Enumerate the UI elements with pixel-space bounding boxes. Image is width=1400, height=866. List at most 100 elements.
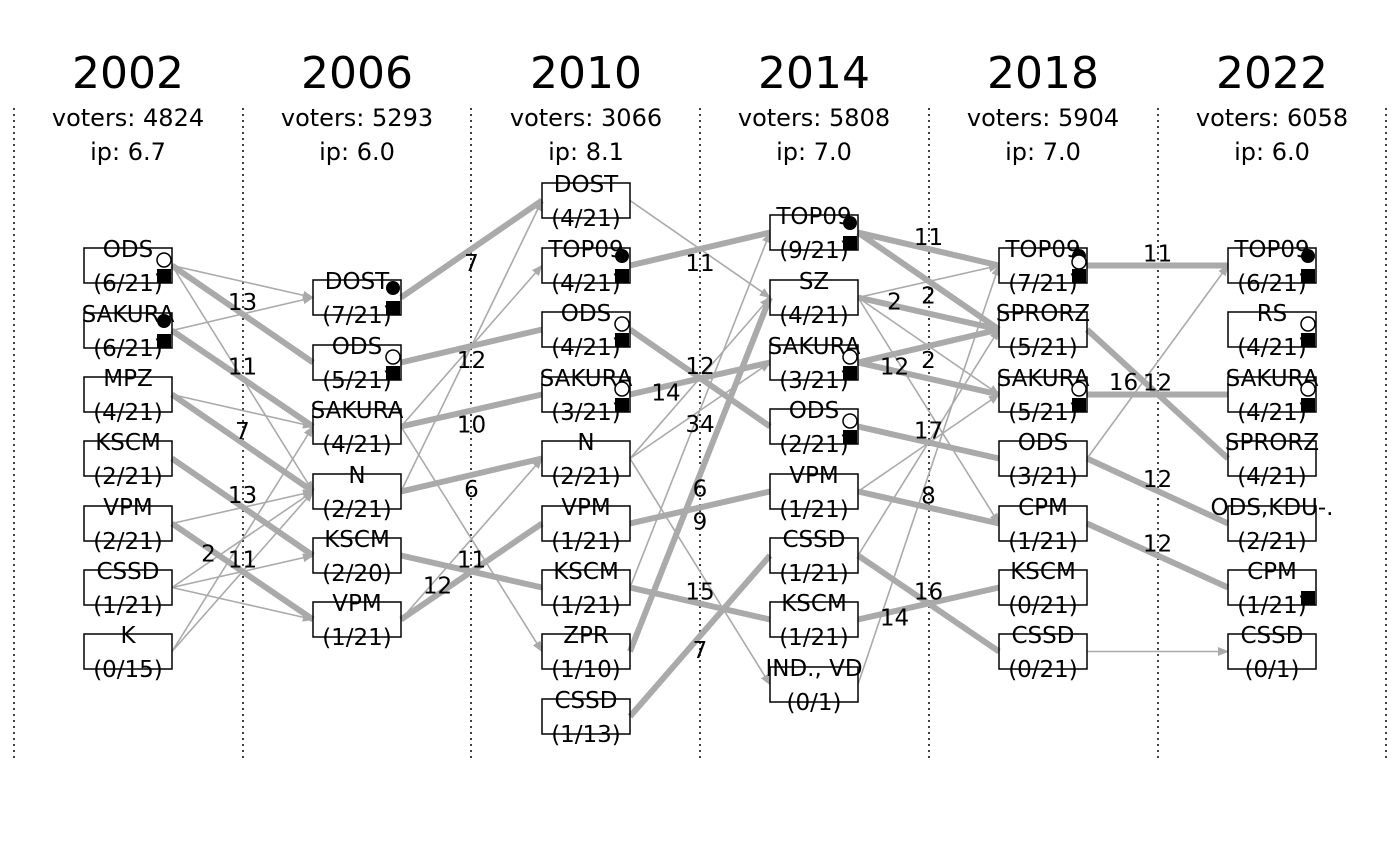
party-name: SPRORZ	[1225, 430, 1319, 456]
party-box	[541, 633, 631, 670]
party-box	[83, 247, 173, 284]
edge-weight-label: 12	[457, 348, 486, 374]
party-seats: (1/21)	[551, 529, 621, 555]
flow-edge-minor	[171, 489, 315, 525]
filled-square-icon	[843, 366, 857, 380]
party-name: TOP09	[547, 237, 623, 263]
party-name: SAKURA	[311, 398, 404, 424]
flow-edge-major	[1085, 520, 1230, 591]
edge-weight-label: 8	[921, 484, 936, 510]
filled-square-icon	[1301, 269, 1315, 283]
ip-label: ip: 8.1	[548, 138, 624, 166]
flow-edge-minor	[629, 361, 771, 460]
party-node: ZPR (1/10)	[541, 623, 631, 683]
ip-label: ip: 6.0	[319, 138, 395, 166]
party-seats: (0/21)	[1008, 593, 1078, 619]
party-box	[769, 473, 859, 510]
party-box	[83, 505, 173, 542]
filled-square-icon	[615, 333, 629, 347]
party-node: K (0/15)	[83, 623, 173, 683]
flow-edge-minor	[1086, 264, 1229, 459]
party-node: CPM (1/21)	[1227, 559, 1317, 619]
flow-edge-major	[1084, 327, 1231, 461]
party-name: SPRORZ	[996, 301, 1090, 327]
flow-edge-minor	[171, 295, 315, 332]
party-name: KSCM	[324, 527, 390, 553]
party-box	[769, 666, 859, 703]
party-box	[541, 311, 631, 348]
voters-label: voters: 5293	[281, 104, 433, 132]
voters-label: voters: 5808	[738, 104, 890, 132]
party-box	[998, 633, 1088, 670]
party-name: N	[348, 463, 365, 489]
party-node: N (2/21)	[541, 430, 631, 490]
party-name: ODS	[103, 237, 153, 263]
party-box	[541, 182, 631, 219]
party-name: KSCM	[781, 591, 847, 617]
edge-weight-label: 12	[685, 354, 714, 380]
flow-edge-minor	[171, 586, 315, 622]
party-name: KSCM	[553, 559, 619, 585]
party-node: SAKURA(6/21)	[82, 302, 175, 362]
flow-edge-major	[857, 229, 1000, 269]
party-seats: (6/21)	[93, 271, 163, 297]
party-box	[998, 440, 1088, 477]
flow-edge-minor	[857, 328, 1000, 556]
party-seats: (4/21)	[322, 432, 392, 458]
flow-edge-major	[399, 198, 544, 300]
party-box	[312, 601, 402, 638]
party-seats: (4/21)	[1237, 335, 1307, 361]
party-node: DOST (4/21)	[541, 172, 631, 232]
edge-weight-label: 12	[880, 355, 909, 381]
year-label: 2022	[1216, 48, 1328, 99]
party-node: ODS (3/21)	[998, 430, 1088, 490]
flow-edge-minor	[171, 265, 314, 493]
voters-label: voters: 3066	[510, 104, 662, 132]
filled-square-icon	[1301, 591, 1315, 605]
party-box	[998, 376, 1088, 413]
flow-edge-major	[629, 488, 771, 527]
edge-weight-label: 12	[423, 574, 452, 600]
party-seats: (0/21)	[1008, 657, 1078, 683]
party-box	[312, 344, 402, 381]
column-separators	[13, 108, 1387, 762]
party-node: KSCM (1/21)	[541, 559, 631, 619]
flow-edge-minor	[171, 490, 314, 653]
party-seats: (1/21)	[779, 561, 849, 587]
party-box	[312, 473, 402, 510]
party-box	[1227, 440, 1317, 477]
party-node: IND., VD (0/1)	[765, 656, 862, 716]
party-node: KSCM (1/21)	[769, 591, 859, 651]
party-node: TOP09 (6/21)	[1227, 237, 1317, 297]
flow-edge-minor	[400, 457, 543, 621]
party-node: VPM (1/21)	[312, 591, 402, 651]
party-name: CSSD	[97, 559, 160, 585]
filled-square-icon	[386, 301, 400, 315]
party-seats: (5/21)	[1008, 335, 1078, 361]
party-box	[541, 247, 631, 284]
party-node: ODS (6/21)	[83, 237, 173, 297]
open-circle-icon	[1300, 381, 1316, 397]
party-node: CSSD (1/13)	[541, 688, 631, 748]
flow-edge-major	[399, 521, 544, 622]
party-seats: (2/21)	[551, 464, 621, 490]
filled-square-icon	[1301, 333, 1315, 347]
party-box	[1227, 633, 1317, 670]
party-seats: (2/21)	[779, 432, 849, 458]
edge-weight-label: 11	[457, 548, 486, 574]
party-seats: (1/21)	[1008, 529, 1078, 555]
edge-weight-label: 12	[1143, 371, 1172, 397]
party-name: TOP09	[775, 204, 851, 230]
party-seats: (3/21)	[779, 368, 849, 394]
party-name: ODS	[561, 301, 611, 327]
party-seats: (7/21)	[1008, 271, 1078, 297]
party-seats: (1/21)	[779, 625, 849, 651]
party-seats: (4/21)	[93, 400, 163, 426]
filled-square-icon	[843, 236, 857, 250]
party-seats: (4/21)	[1237, 400, 1307, 426]
party-box	[83, 376, 173, 413]
ip-label: ip: 6.0	[1234, 138, 1310, 166]
party-name: DOST	[325, 269, 390, 295]
party-node: VPM (2/21)	[83, 495, 173, 555]
